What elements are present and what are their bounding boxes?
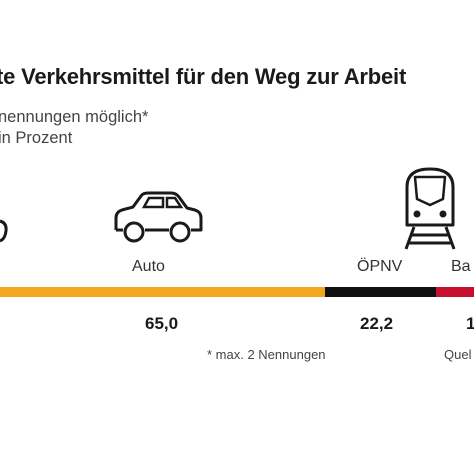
- bar-segment-auto: [0, 287, 325, 297]
- stacked-bar: [0, 287, 474, 297]
- car-icon: [114, 191, 203, 243]
- value-label-oepnv: 22,2: [360, 314, 394, 333]
- source-label: Quel: [444, 347, 472, 362]
- bar-segment-oepnv: [325, 287, 436, 297]
- chart-unit: in Prozent: [0, 129, 73, 147]
- category-label-oepnv: ÖPNV: [357, 258, 403, 275]
- category-label-auto: Auto: [132, 258, 165, 275]
- category-label-ba: Ba: [451, 258, 471, 275]
- value-label-ba: 1: [466, 314, 474, 333]
- bar-segment-ba: [436, 287, 474, 297]
- chart-subtitle: nennungen möglich*: [0, 108, 149, 126]
- chart-title: te Verkehrsmittel für den Weg zur Arbeit: [0, 64, 407, 89]
- value-label-auto: 65,0: [145, 314, 179, 333]
- partial-icon: [0, 219, 8, 243]
- train-icon: [404, 167, 456, 250]
- footnote: * max. 2 Nennungen: [207, 347, 326, 362]
